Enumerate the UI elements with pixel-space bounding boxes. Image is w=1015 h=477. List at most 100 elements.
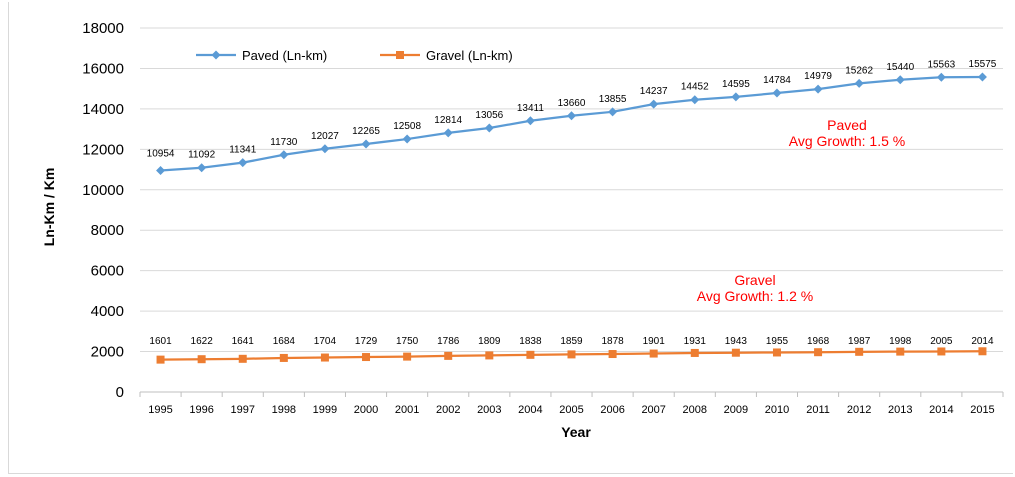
- paved-point-2005: [567, 111, 576, 121]
- paved-data-label-2000: 12265: [352, 126, 380, 137]
- gravel-point-2005: [567, 350, 576, 359]
- x-tick-2015: 2015: [970, 404, 994, 416]
- x-tick-1995: 1995: [148, 404, 172, 416]
- paved-point-1997: [238, 158, 248, 168]
- y-tick-6000: 6000: [91, 263, 124, 280]
- x-tick-2002: 2002: [436, 404, 460, 416]
- paved-data-label-2006: 13855: [599, 94, 627, 105]
- x-tick-2003: 2003: [477, 404, 501, 416]
- gravel-data-label-2005: 1859: [560, 336, 583, 347]
- gravel-point-2004: [526, 350, 535, 359]
- gravel-data-label-2014: 2005: [930, 336, 953, 347]
- gravel-point-2010: [772, 348, 781, 357]
- paved-annotation-line2: Avg Growth: 1.5 %: [789, 133, 905, 149]
- x-tick-1996: 1996: [189, 404, 213, 416]
- x-tick-2008: 2008: [683, 404, 707, 416]
- paved-data-label-1998: 11730: [270, 137, 298, 148]
- legend: Paved (Ln-km) Gravel (Ln-km): [196, 48, 513, 63]
- paved-point-2002: [443, 128, 453, 138]
- gravel-legend-label: Gravel (Ln-km): [426, 48, 513, 63]
- gravel-data-label-1996: 1622: [191, 336, 214, 347]
- paved-point-2001: [402, 134, 412, 144]
- paved-point-2000: [361, 139, 371, 149]
- paved-point-2004: [525, 116, 535, 126]
- paved-data-label-1997: 11341: [229, 145, 257, 156]
- x-tick-1999: 1999: [313, 404, 337, 416]
- y-tick-12000: 12000: [82, 141, 124, 158]
- gravel-annotation-line1: Gravel: [734, 272, 775, 288]
- y-tick-18000: 18000: [82, 20, 124, 37]
- paved-data-label-2015: 15575: [969, 59, 997, 70]
- gravel-annotation-line2: Avg Growth: 1.2 %: [697, 288, 813, 304]
- y-tick-4000: 4000: [91, 303, 124, 320]
- gravel-data-label-2006: 1878: [601, 336, 624, 347]
- paved-point-2006: [608, 107, 618, 117]
- y-tick-16000: 16000: [82, 60, 124, 77]
- paved-data-label-2010: 14784: [763, 75, 791, 86]
- paved-point-2012: [854, 78, 864, 88]
- x-tick-2007: 2007: [641, 404, 665, 416]
- gravel-point-2002: [444, 351, 453, 360]
- gravel-point-2011: [814, 348, 823, 357]
- x-tick-2004: 2004: [518, 404, 542, 416]
- series-group: 10954 11092 11341 11730 12027 12265 12508 12814…: [147, 59, 997, 364]
- x-axis-title: Year: [561, 424, 591, 440]
- gravel-data-label-2010: 1955: [766, 336, 789, 347]
- gravel-point-2003: [485, 351, 494, 360]
- y-tick-8000: 8000: [91, 222, 124, 239]
- gravel-legend-marker: [396, 51, 404, 59]
- gravel-point-2001: [403, 352, 412, 361]
- paved-data-label-1996: 11092: [188, 150, 216, 161]
- x-tick-2005: 2005: [559, 404, 583, 416]
- y-tick-14000: 14000: [82, 101, 124, 118]
- paved-point-1996: [197, 163, 207, 173]
- gravel-data-label-2003: 1809: [478, 336, 501, 347]
- y-tick-0: 0: [116, 384, 124, 401]
- gravel-data-label-2007: 1901: [643, 336, 666, 347]
- gravel-data-label-2004: 1838: [519, 336, 542, 347]
- paved-point-2007: [649, 99, 659, 109]
- y-tick-2000: 2000: [91, 344, 124, 361]
- paved-data-label-1995: 10954: [147, 148, 175, 159]
- gravel-data-label-1999: 1704: [314, 336, 337, 347]
- paved-point-1995: [156, 165, 166, 175]
- paved-data-label-2008: 14452: [681, 82, 709, 93]
- gravel-data-label-2011: 1968: [807, 336, 830, 347]
- paved-legend-marker: [211, 50, 221, 60]
- paved-annotation-line1: Paved: [827, 117, 867, 133]
- paved-data-label-2011: 14979: [804, 71, 832, 82]
- gravel-data-label-2000: 1729: [355, 336, 378, 347]
- x-tick-1998: 1998: [272, 404, 296, 416]
- x-tick-2001: 2001: [395, 404, 419, 416]
- gravel-data-label-2002: 1786: [437, 336, 460, 347]
- paved-point-2011: [813, 84, 823, 94]
- paved-data-label-2003: 13056: [475, 110, 503, 121]
- paved-point-1998: [279, 150, 289, 160]
- paved-point-1999: [320, 144, 330, 154]
- paved-data-label-2005: 13660: [558, 98, 586, 109]
- gravel-point-1999: [320, 353, 329, 362]
- x-tick-labels: 1995 1996 1997 1998 1999 2000 2001 2002 2003 2004…: [139, 392, 1004, 416]
- x-tick-2009: 2009: [724, 404, 748, 416]
- gravel-data-label-1995: 1601: [149, 336, 172, 347]
- paved-data-label-2007: 14237: [640, 86, 668, 97]
- x-tick-2011: 2011: [806, 404, 830, 416]
- gravel-data-label-2015: 2014: [971, 336, 994, 347]
- gravel-point-2009: [731, 348, 740, 357]
- gravel-point-2000: [362, 353, 371, 362]
- gravel-point-2006: [608, 350, 617, 359]
- paved-data-label-2001: 12508: [393, 121, 421, 132]
- gravel-point-1996: [197, 355, 206, 364]
- paved-point-2008: [690, 95, 700, 105]
- gravel-data-label-1997: 1641: [232, 336, 255, 347]
- x-tick-2000: 2000: [354, 404, 378, 416]
- x-tick-2014: 2014: [929, 404, 953, 416]
- gravel-point-2008: [690, 348, 699, 357]
- x-tick-2010: 2010: [765, 404, 789, 416]
- gravel-point-2012: [855, 347, 864, 356]
- gravel-data-label-2013: 1998: [889, 336, 912, 347]
- paved-data-label-1999: 12027: [311, 131, 339, 142]
- gravel-point-1998: [279, 353, 288, 362]
- gravel-data-label-2001: 1750: [396, 336, 419, 347]
